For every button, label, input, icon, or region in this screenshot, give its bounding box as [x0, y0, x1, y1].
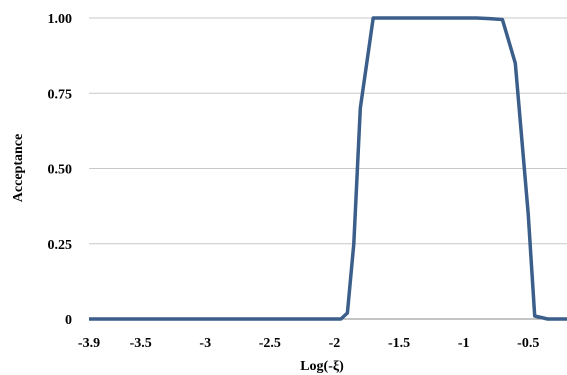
x-tick-label: -0.5 — [517, 336, 539, 351]
y-tick-label: 0.75 — [48, 87, 73, 102]
y-tick-label: 0.25 — [48, 238, 73, 253]
series-lines — [89, 16, 567, 321]
y-tick-label: 1.00 — [48, 12, 73, 27]
x-axis-label: Log(-ξ) — [300, 359, 344, 374]
y-axis-label: Acceptance — [11, 134, 26, 202]
y-tick-labels: 0 0.25 0.50 0.75 1.00 — [48, 12, 73, 328]
x-tick-labels: -3.9 -3.5 -3 -2.5 -2 -1.5 -1 -0.5 — [78, 336, 539, 351]
acceptance-line — [89, 16, 567, 321]
x-tick-label: -3.5 — [130, 336, 152, 351]
x-tick-label: -2 — [329, 336, 341, 351]
y-tick-label: 0.50 — [48, 163, 73, 178]
x-tick-label: -2.5 — [259, 336, 281, 351]
y-tick-label: 0 — [65, 313, 72, 328]
x-tick-label: -1 — [458, 336, 470, 351]
x-tick-label: -3.9 — [78, 336, 100, 351]
x-tick-label: -3 — [199, 336, 211, 351]
x-tick-label: -1.5 — [388, 336, 410, 351]
gridlines — [89, 17, 567, 320]
